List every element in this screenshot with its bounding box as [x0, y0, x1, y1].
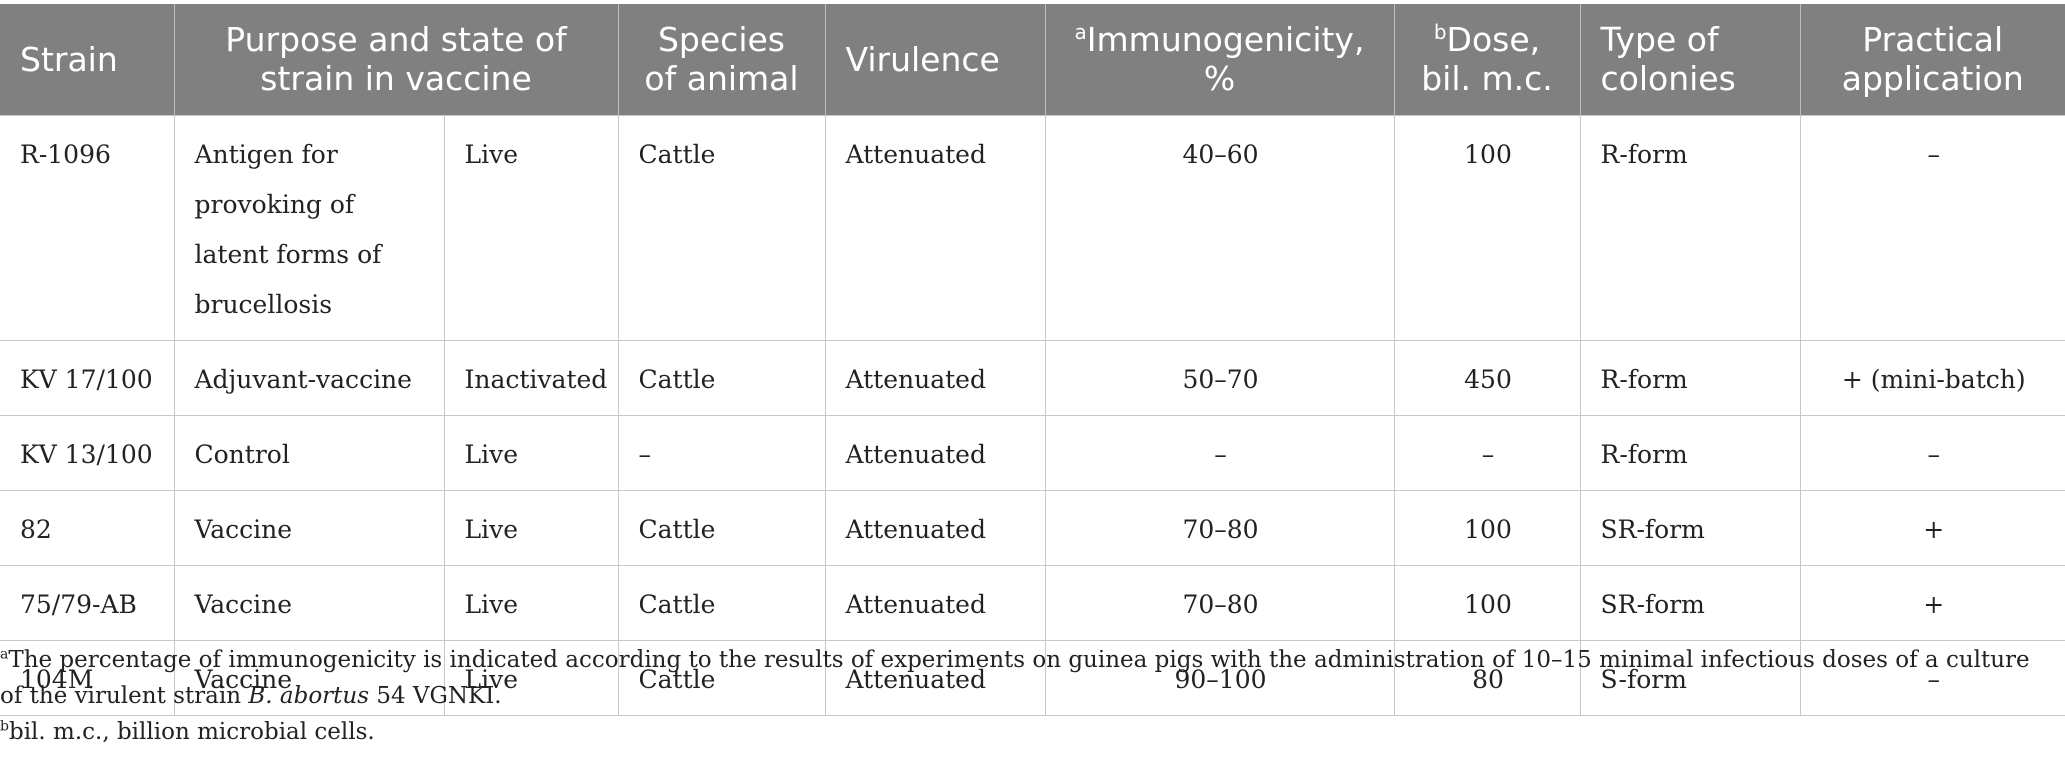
cell-state: Live [443, 489, 619, 566]
cell-species: Cattle [617, 489, 826, 566]
cell-immunogenicity: 70–80 [1044, 489, 1395, 566]
cell-colonies: SR-form [1579, 489, 1801, 566]
header-dose-label: Dose, bil. m.c. [1421, 20, 1553, 99]
cell-strain: 75/79-AB [0, 564, 175, 641]
table-row: 75/79-AB Vaccine Live Cattle Attenuated … [0, 564, 2065, 641]
table-row: KV 13/100 Control Live – Attenuated – – … [0, 414, 2065, 491]
cell-immunogenicity: 40–60 [1044, 114, 1395, 341]
cell-immunogenicity: 50–70 [1044, 339, 1395, 416]
footnote-a-species: B. abortus [248, 683, 370, 709]
cell-species: Cattle [617, 564, 826, 641]
table-footnotes: aThe percentage of immunogenicity is ind… [0, 642, 2040, 750]
cell-state: Live [443, 114, 619, 341]
cell-strain: 82 [0, 489, 175, 566]
header-dose: bDose, bil. m.c. [1394, 4, 1581, 115]
cell-state: Live [443, 639, 619, 716]
cell-dose: 80 [1393, 639, 1581, 716]
cell-state: Live [443, 564, 619, 641]
cell-colonies: R-form [1579, 114, 1801, 341]
header-virulence: Virulence [825, 4, 1046, 115]
cell-immunogenicity: 90–100 [1044, 639, 1395, 716]
cell-virulence: Attenuated [824, 339, 1046, 416]
cell-strain: R-1096 [0, 114, 175, 341]
cell-colonies: R-form [1579, 414, 1801, 491]
cell-virulence: Attenuated [824, 489, 1046, 566]
header-immunogenicity: aImmunogenicity, % [1045, 4, 1395, 115]
cell-species: Cattle [617, 339, 826, 416]
cell-colonies: SR-form [1579, 564, 1801, 641]
header-purpose-state: Purpose and state of strain in vaccine [174, 4, 619, 115]
cell-purpose: Antigen for provoking of latent forms of… [173, 114, 445, 341]
footnote-b-text: bil. m.c., billion microbial cells. [8, 719, 375, 745]
footnote-a-text-end: 54 VGNKI. [369, 683, 502, 709]
cell-colonies: R-form [1579, 339, 1801, 416]
cell-strain: 104M [0, 639, 175, 716]
cell-application: – [1799, 414, 2065, 491]
header-species: Species of animal [618, 4, 826, 115]
table-row: 104M Vaccine Live Cattle Attenuated 90–1… [0, 639, 2065, 716]
cell-purpose: Control [173, 414, 445, 491]
cell-virulence: Attenuated [824, 414, 1046, 491]
cell-application: – [1799, 114, 2065, 341]
cell-strain: KV 17/100 [0, 339, 175, 416]
cell-virulence: Attenuated [824, 564, 1046, 641]
cell-dose: – [1393, 414, 1581, 491]
table-row: KV 17/100 Adjuvant-vaccine Inactivated C… [0, 339, 2065, 416]
cell-purpose: Vaccine [173, 564, 445, 641]
cell-application: + (mini-batch) [1799, 339, 2065, 416]
header-colonies: Type of colonies [1580, 4, 1801, 115]
cell-colonies: S-form [1579, 639, 1801, 716]
cell-application: – [1799, 639, 2065, 716]
cell-application: + [1799, 564, 2065, 641]
table-row: R-1096 Antigen for provoking of latent f… [0, 114, 2065, 341]
header-strain: Strain [0, 4, 175, 115]
footnote-b: bbil. m.c., billion microbial cells. [0, 714, 2040, 750]
strain-table: Strain Purpose and state of strain in va… [0, 4, 2065, 716]
cell-virulence: Attenuated [824, 639, 1046, 716]
cell-dose: 450 [1393, 339, 1581, 416]
header-immunogenicity-footnote-mark: a [1074, 20, 1087, 45]
data-table-container: Strain Purpose and state of strain in va… [0, 4, 2065, 716]
cell-immunogenicity: 70–80 [1044, 564, 1395, 641]
footnote-a: aThe percentage of immunogenicity is ind… [0, 642, 2040, 714]
cell-species: Cattle [617, 114, 826, 341]
footnote-a-text: The percentage of immunogenicity is indi… [0, 647, 2030, 709]
cell-application: + [1799, 489, 2065, 566]
cell-purpose: Vaccine [173, 489, 445, 566]
cell-purpose: Adjuvant-vaccine [173, 339, 445, 416]
footnote-a-mark: a [0, 646, 9, 663]
cell-strain: KV 13/100 [0, 414, 175, 491]
header-application: Practical application [1800, 4, 2065, 115]
cell-immunogenicity: – [1044, 414, 1395, 491]
header-row: Strain Purpose and state of strain in va… [0, 4, 2065, 115]
header-immunogenicity-label: Immunogenicity, % [1086, 20, 1365, 99]
header-dose-footnote-mark: b [1433, 20, 1447, 45]
cell-species: – [617, 414, 826, 491]
cell-species: Cattle [617, 639, 826, 716]
cell-state: Live [443, 414, 619, 491]
cell-dose: 100 [1393, 114, 1581, 341]
cell-virulence: Attenuated [824, 114, 1046, 341]
table-row: 82 Vaccine Live Cattle Attenuated 70–80 … [0, 489, 2065, 566]
cell-state: Inactivated [443, 339, 619, 416]
cell-dose: 100 [1393, 489, 1581, 566]
footnote-b-mark: b [0, 718, 9, 735]
cell-dose: 100 [1393, 564, 1581, 641]
